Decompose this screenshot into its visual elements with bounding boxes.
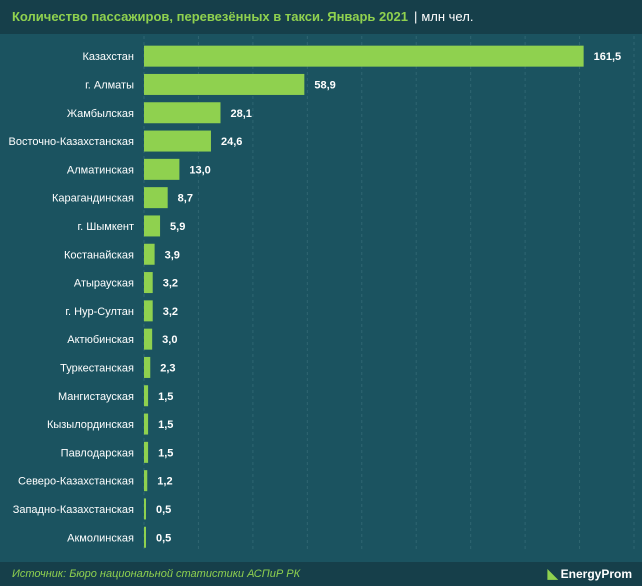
category-label: Павлодарская [61,447,134,459]
category-label: Кызылординская [47,419,134,431]
bar [144,526,146,548]
value-label: 8,7 [178,193,193,205]
bar [144,356,151,378]
value-label: 1,5 [158,447,173,459]
chart-footer: Источник: Бюро национальной статистики А… [0,562,642,586]
bar [144,73,305,95]
value-label: 28,1 [230,108,251,120]
value-label: 3,2 [163,278,178,290]
value-label: 24,6 [221,136,242,148]
bar [144,441,149,463]
category-label: Атырауская [74,278,134,290]
value-label: 1,5 [158,419,173,431]
bar [144,498,146,520]
category-label: г. Алматы [85,79,134,91]
value-label: 2,3 [160,362,175,374]
value-label: 0,5 [156,532,171,544]
category-label: Акмолинская [67,532,134,544]
category-label: г. Шымкент [78,221,135,233]
value-label: 13,0 [189,164,210,176]
value-label: 3,0 [162,334,177,346]
value-label: 1,2 [157,476,172,488]
bar [144,158,180,180]
bar [144,300,153,322]
category-label: Карагандинская [52,193,134,205]
value-label: 161,5 [594,51,622,63]
unit-separator: | [413,9,418,24]
category-label: Северо-Казахстанская [18,476,134,488]
bar [144,243,155,265]
brand: ◣ EnergyProm [548,566,632,582]
chart-title: Количество пассажиров, перевезённых в та… [12,9,408,24]
bar [144,470,148,492]
bar [144,413,149,435]
bar [144,130,211,152]
category-label: Жамбылская [67,108,134,120]
energyprom-logo-icon: ◣ [547,566,558,581]
value-label: 1,5 [158,391,173,403]
bar [144,45,584,67]
value-label: 3,9 [165,249,180,261]
category-label: Костанайская [64,249,134,261]
source-note: Источник: Бюро национальной статистики А… [12,568,301,580]
category-label: Восточно-Казахстанская [8,136,134,148]
bar [144,102,221,124]
chart-header: Количество пассажиров, перевезённых в та… [0,0,642,34]
category-label: Алматинская [67,164,134,176]
brand-name: EnergyProm [560,567,632,581]
value-label: 5,9 [170,221,185,233]
category-label: Актюбинская [67,334,134,346]
category-label: Туркестанская [60,362,134,374]
value-label: 58,9 [314,79,335,91]
category-label: Казахстан [82,51,134,63]
value-label: 3,2 [163,306,178,318]
bar-chart: Казахстан 161,5 г. Алматы 58,9 Жамбылская 28,… [8,36,635,552]
category-label: Западно-Казахстанская [13,504,134,516]
bar [144,215,161,237]
title-line: Количество пассажиров, перевезённых в та… [12,9,473,24]
bar [144,272,153,294]
value-label: 0,5 [156,504,171,516]
bar [144,187,168,209]
category-label: Мангистауская [58,391,134,403]
category-label: г. Нур-Султан [65,306,134,318]
bar [144,385,149,407]
unit-label: млн чел. [421,9,474,24]
bar [144,328,153,350]
